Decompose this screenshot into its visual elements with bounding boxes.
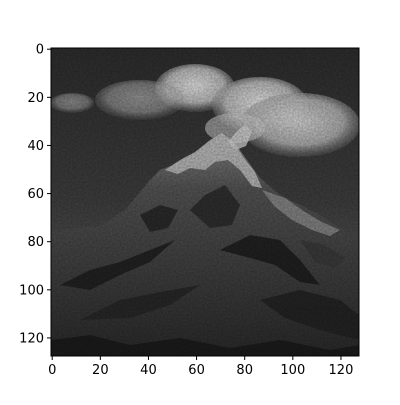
film-grain (51, 48, 359, 356)
x-tick-label: 20 (92, 363, 109, 378)
y-tick-label: 100 (19, 283, 44, 298)
y-tick-label: 60 (27, 187, 44, 202)
x-tick-label: 60 (188, 363, 205, 378)
x-tick-label: 80 (236, 363, 253, 378)
mountain-image (51, 48, 359, 356)
x-axis: 0 20 40 60 80 100 120 (48, 356, 353, 378)
x-tick-label: 40 (140, 363, 157, 378)
y-tick-label: 0 (36, 43, 44, 58)
axes-frame (50, 47, 360, 357)
x-tick-label: 0 (48, 363, 56, 378)
y-tick-label: 40 (27, 139, 44, 154)
y-tick-label: 20 (27, 91, 44, 106)
y-tick-label: 120 (19, 331, 44, 346)
y-axis: 0 20 40 60 80 100 120 (19, 43, 51, 346)
x-tick-label: 120 (329, 363, 354, 378)
y-tick-label: 80 (27, 235, 44, 250)
x-tick-label: 100 (280, 363, 305, 378)
